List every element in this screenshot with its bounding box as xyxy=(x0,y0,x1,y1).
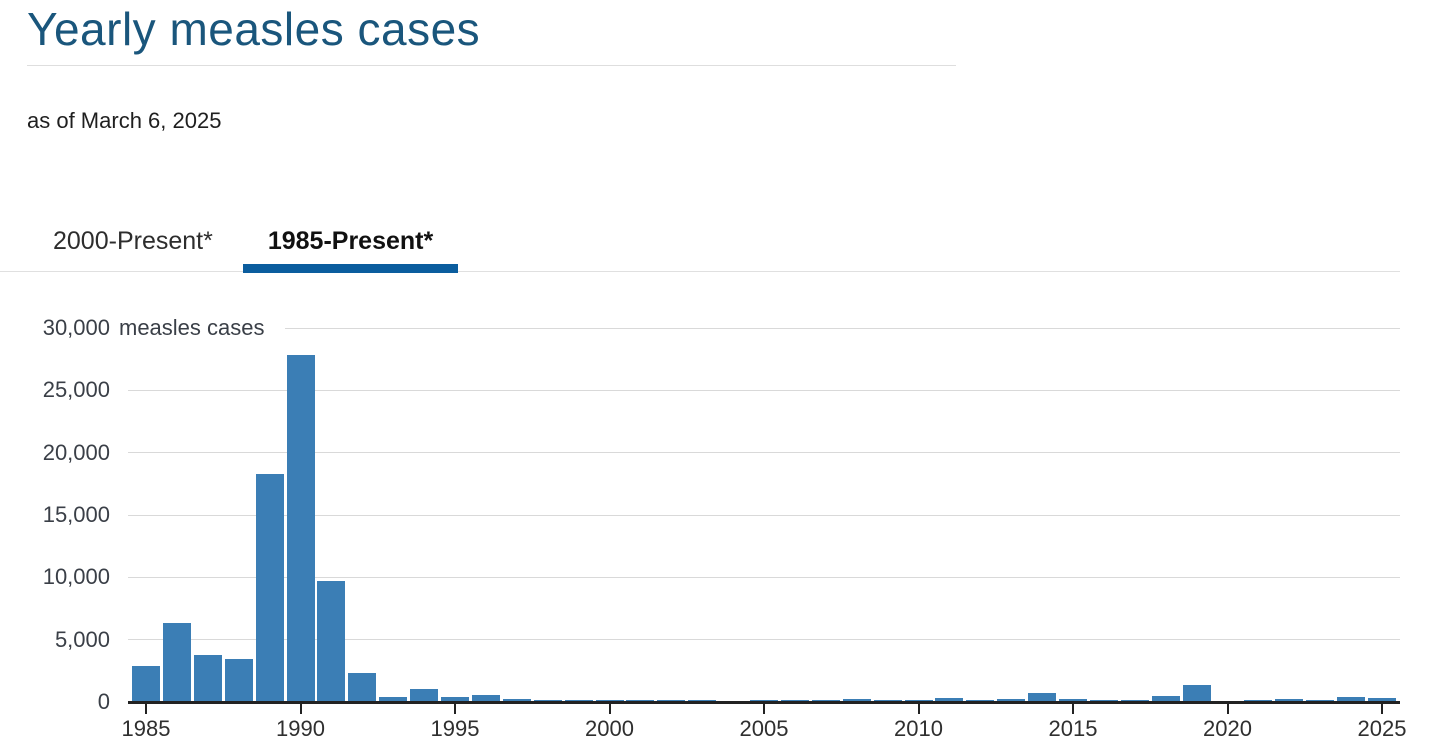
bar-1988[interactable] xyxy=(224,658,253,701)
gridline-25000 xyxy=(128,389,1400,391)
bar-2019[interactable] xyxy=(1182,685,1211,701)
bar-2025[interactable] xyxy=(1368,698,1396,701)
bar-1995[interactable] xyxy=(441,697,469,701)
ytick-label-15000: 15,000 xyxy=(42,502,110,527)
bar-1989[interactable] xyxy=(255,474,284,701)
xtick-mark-2025 xyxy=(1381,701,1383,714)
bar-2024[interactable] xyxy=(1337,697,1366,701)
bar-1998[interactable] xyxy=(533,699,562,701)
bar-2014[interactable] xyxy=(1028,692,1057,701)
y-axis-unit-label: measles cases xyxy=(119,315,265,340)
gridline-10000 xyxy=(128,576,1400,578)
bar-1985[interactable] xyxy=(132,665,160,701)
bar-2005[interactable] xyxy=(750,700,778,701)
bar-2002[interactable] xyxy=(657,700,686,701)
ytick-label-0: 0 xyxy=(97,689,110,714)
bar-1991[interactable] xyxy=(317,580,346,701)
bar-1986[interactable] xyxy=(162,622,191,701)
bar-2007[interactable] xyxy=(811,700,840,701)
xtick-label-2025: 2025 xyxy=(1357,716,1407,741)
bar-1997[interactable] xyxy=(502,699,531,701)
xtick-label-2015: 2015 xyxy=(1048,716,1098,741)
ytick-label-5000: 5,000 xyxy=(54,626,110,652)
bar-2008[interactable] xyxy=(842,699,871,701)
bar-2003[interactable] xyxy=(688,700,717,701)
bar-1992[interactable] xyxy=(348,673,377,701)
bar-2011[interactable] xyxy=(935,698,964,701)
xtick-label-2010: 2010 xyxy=(894,716,943,741)
bar-2012[interactable] xyxy=(966,700,995,701)
bar-2009[interactable] xyxy=(873,700,902,701)
xtick-mark-1995 xyxy=(454,701,456,714)
bar-1993[interactable] xyxy=(379,697,408,701)
xtick-label-1995: 1995 xyxy=(430,716,480,741)
bar-2018[interactable] xyxy=(1151,696,1180,701)
gridline-30000 xyxy=(285,327,1400,329)
tab-1985-present[interactable]: 1985-Present* xyxy=(242,219,459,273)
active-tab-indicator xyxy=(242,264,459,273)
gridline-20000 xyxy=(128,452,1400,454)
xtick-mark-1990 xyxy=(299,701,302,714)
y-axis-top-label: 30,000 measles cases xyxy=(0,313,265,343)
bar-2021[interactable] xyxy=(1244,700,1273,701)
xtick-label-1990: 1990 xyxy=(276,716,325,741)
bar-2000[interactable] xyxy=(595,699,624,701)
tab-label: 1985-Present* xyxy=(267,227,434,255)
bar-2010[interactable] xyxy=(904,700,933,701)
xtick-label-1985: 1985 xyxy=(121,716,171,741)
page-title: Yearly measles cases xyxy=(27,3,481,55)
bar-2006[interactable] xyxy=(780,700,809,701)
bar-2016[interactable] xyxy=(1089,699,1118,701)
ytick-value: 30,000 xyxy=(42,315,110,340)
bar-1987[interactable] xyxy=(193,655,222,701)
bar-2017[interactable] xyxy=(1120,699,1149,701)
bar-1994[interactable] xyxy=(410,688,439,701)
xtick-mark-1985 xyxy=(145,701,147,714)
tab-2000-present[interactable]: 2000-Present* xyxy=(28,219,238,263)
ytick-label-25000: 25,000 xyxy=(42,377,110,403)
xtick-mark-2015 xyxy=(1072,701,1074,714)
bar-2022[interactable] xyxy=(1275,699,1304,701)
xtick-label-2000: 2000 xyxy=(585,716,634,741)
as-of-date: as of March 6, 2025 xyxy=(27,108,222,133)
xtick-mark-2000 xyxy=(608,701,611,714)
xtick-mark-2010 xyxy=(917,701,920,714)
bar-2023[interactable] xyxy=(1306,700,1335,701)
xtick-label-2005: 2005 xyxy=(739,716,789,741)
gridline-5000 xyxy=(128,639,1400,641)
bar-2013[interactable] xyxy=(997,698,1026,701)
gridline-15000 xyxy=(128,514,1400,516)
ytick-label-20000: 20,000 xyxy=(42,439,110,465)
ytick-label-10000: 10,000 xyxy=(42,564,110,590)
bar-2015[interactable] xyxy=(1059,698,1087,701)
xtick-mark-2005 xyxy=(763,701,765,714)
bar-1999[interactable] xyxy=(564,699,593,701)
bar-1990[interactable] xyxy=(286,354,315,701)
xtick-label-2020: 2020 xyxy=(1203,716,1252,741)
bar-2001[interactable] xyxy=(626,699,655,701)
xtick-mark-2020 xyxy=(1226,701,1229,714)
title-divider xyxy=(27,65,956,66)
tab-bar: 2000-Present* 1985-Present* xyxy=(0,210,1400,273)
bar-1996[interactable] xyxy=(471,694,500,701)
